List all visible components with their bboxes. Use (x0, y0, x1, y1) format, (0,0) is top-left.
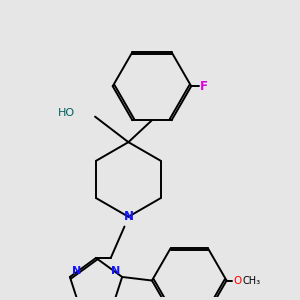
Text: O: O (233, 275, 242, 286)
Text: F: F (200, 80, 208, 93)
Text: N: N (123, 210, 134, 223)
Text: N: N (72, 266, 81, 276)
Text: HO: HO (58, 108, 75, 118)
Text: CH₃: CH₃ (242, 275, 260, 286)
Text: N: N (111, 266, 120, 276)
